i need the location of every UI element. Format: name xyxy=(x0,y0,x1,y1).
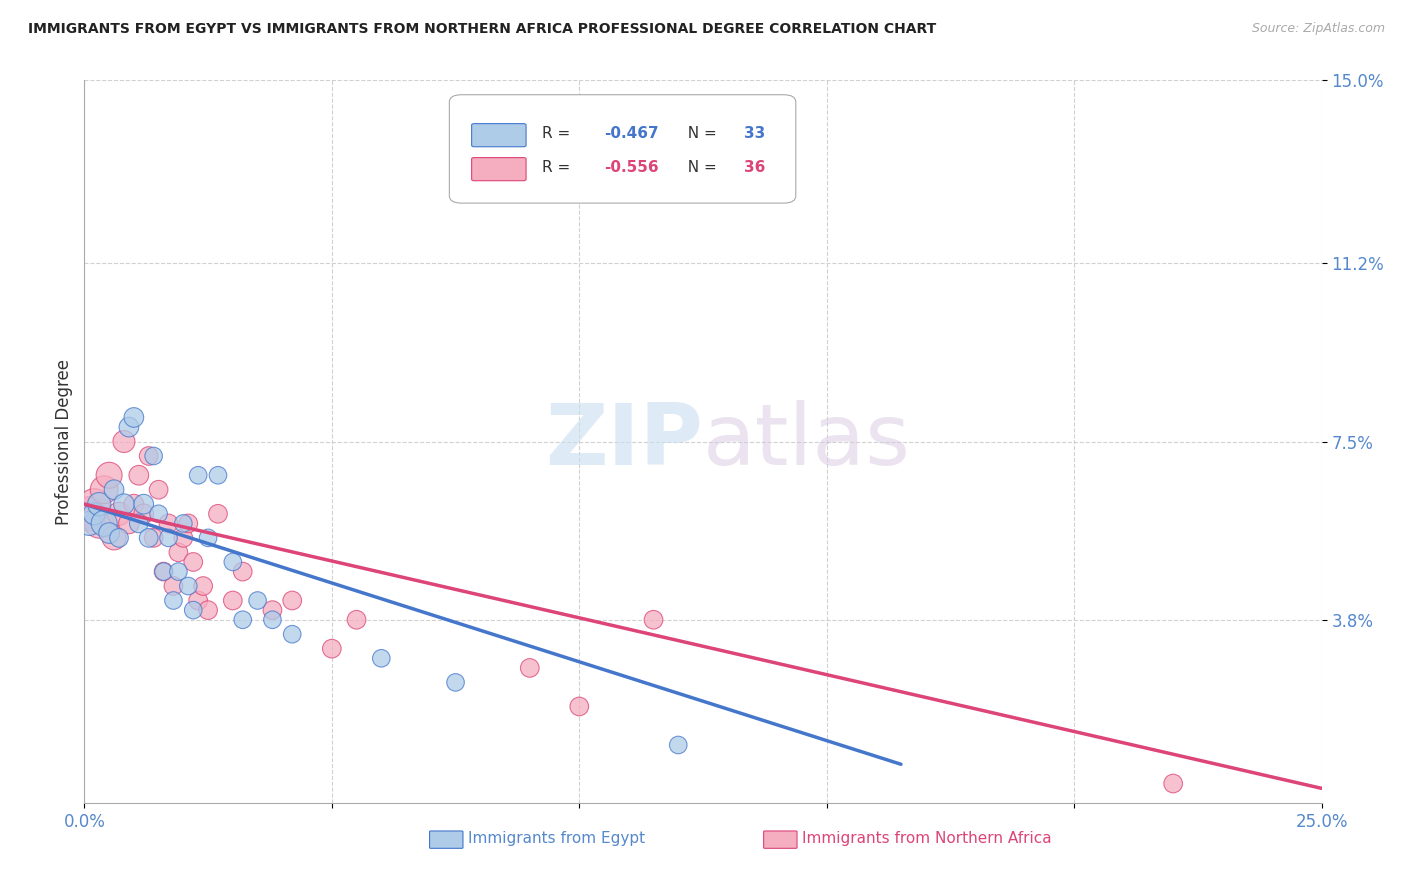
Point xyxy=(181,603,204,617)
FancyBboxPatch shape xyxy=(430,831,463,848)
Point xyxy=(132,497,155,511)
Point xyxy=(172,516,194,531)
Text: N =: N = xyxy=(678,127,721,141)
Point xyxy=(162,579,184,593)
Point xyxy=(142,449,165,463)
Point xyxy=(281,627,304,641)
Point xyxy=(79,516,101,531)
Point xyxy=(122,497,145,511)
Point xyxy=(157,516,180,531)
Point xyxy=(187,468,209,483)
Point xyxy=(222,555,245,569)
Point xyxy=(152,565,174,579)
Point xyxy=(197,531,219,545)
Text: N =: N = xyxy=(678,161,721,175)
Point xyxy=(93,516,115,531)
Point xyxy=(321,641,343,656)
Point xyxy=(79,507,101,521)
Text: Immigrants from Northern Africa: Immigrants from Northern Africa xyxy=(801,831,1052,847)
Text: ZIP: ZIP xyxy=(546,400,703,483)
Point xyxy=(232,565,254,579)
Point xyxy=(162,593,184,607)
Point xyxy=(232,613,254,627)
Point xyxy=(89,497,111,511)
Point xyxy=(118,420,141,434)
Point xyxy=(98,468,121,483)
Point xyxy=(157,531,180,545)
Point xyxy=(262,613,284,627)
Point xyxy=(370,651,392,665)
Point xyxy=(98,526,121,541)
Point xyxy=(138,531,160,545)
Point xyxy=(444,675,467,690)
Text: -0.556: -0.556 xyxy=(605,161,658,175)
Y-axis label: Professional Degree: Professional Degree xyxy=(55,359,73,524)
Point xyxy=(148,483,170,497)
Text: 33: 33 xyxy=(744,127,765,141)
Point xyxy=(1161,776,1184,790)
FancyBboxPatch shape xyxy=(450,95,796,203)
Point xyxy=(568,699,591,714)
Point xyxy=(167,565,190,579)
Text: 36: 36 xyxy=(744,161,765,175)
Point xyxy=(122,410,145,425)
Text: R =: R = xyxy=(543,127,575,141)
Point xyxy=(346,613,368,627)
Point xyxy=(181,555,204,569)
Point xyxy=(128,516,150,531)
Point xyxy=(108,507,131,521)
Point xyxy=(177,579,200,593)
Point xyxy=(128,468,150,483)
Point xyxy=(93,483,115,497)
Point xyxy=(142,531,165,545)
Point xyxy=(191,579,214,593)
Text: -0.467: -0.467 xyxy=(605,127,658,141)
Text: Immigrants from Egypt: Immigrants from Egypt xyxy=(468,831,645,847)
Point xyxy=(519,661,541,675)
Point xyxy=(148,507,170,521)
Point xyxy=(246,593,269,607)
Point xyxy=(172,531,194,545)
Point xyxy=(112,497,135,511)
Point xyxy=(108,531,131,545)
Text: Source: ZipAtlas.com: Source: ZipAtlas.com xyxy=(1251,22,1385,36)
Point xyxy=(177,516,200,531)
Point xyxy=(89,516,111,531)
Point xyxy=(83,507,105,521)
Point xyxy=(118,516,141,531)
Point xyxy=(83,497,105,511)
Point xyxy=(197,603,219,617)
Point xyxy=(666,738,689,752)
FancyBboxPatch shape xyxy=(471,124,526,147)
Text: R =: R = xyxy=(543,161,575,175)
Point xyxy=(222,593,245,607)
FancyBboxPatch shape xyxy=(763,831,797,848)
Point xyxy=(207,468,229,483)
Point xyxy=(187,593,209,607)
Point xyxy=(152,565,174,579)
Point xyxy=(103,531,125,545)
FancyBboxPatch shape xyxy=(471,158,526,181)
Point xyxy=(138,449,160,463)
Point xyxy=(281,593,304,607)
Point xyxy=(207,507,229,521)
Point xyxy=(643,613,665,627)
Point xyxy=(262,603,284,617)
Text: IMMIGRANTS FROM EGYPT VS IMMIGRANTS FROM NORTHERN AFRICA PROFESSIONAL DEGREE COR: IMMIGRANTS FROM EGYPT VS IMMIGRANTS FROM… xyxy=(28,22,936,37)
Point xyxy=(132,507,155,521)
Point xyxy=(112,434,135,449)
Point xyxy=(167,545,190,559)
Point xyxy=(103,483,125,497)
Text: atlas: atlas xyxy=(703,400,911,483)
